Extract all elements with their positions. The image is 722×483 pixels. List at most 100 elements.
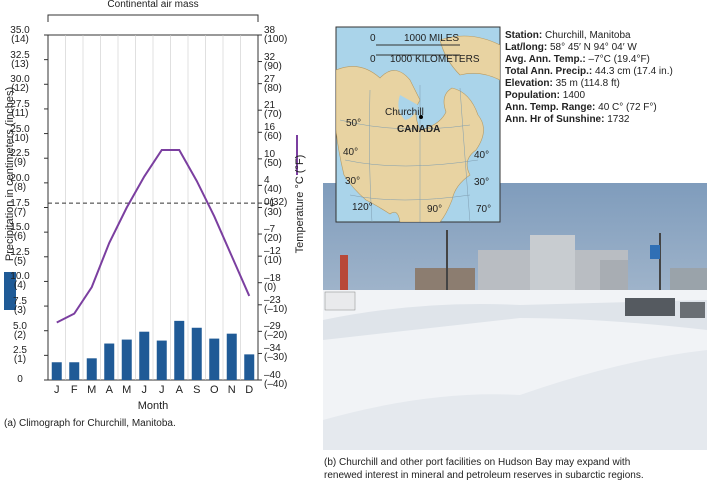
station-line: Ann. Temp. Range: 40 C° (72 F°) [505, 102, 657, 113]
y-tick-label: 15.0 (6) [10, 222, 30, 243]
y-tick-label: 25.0 (10) [10, 123, 30, 144]
station-value: 58° 45′ N 94° 04′ W [550, 42, 637, 53]
map-graticule-label: 40° [474, 150, 489, 161]
map-scale-km: 1000 KILOMETERS [390, 54, 480, 65]
x-tick-label: F [70, 384, 78, 396]
y-tick-label: 17.5 (7) [10, 197, 30, 218]
y-tick-label: 22.5 (9) [10, 148, 30, 169]
y-tick-label: 2.5 (1) [13, 345, 27, 366]
precip-bar [86, 358, 97, 380]
station-value: 44.3 cm (17.4 in.) [595, 66, 673, 77]
precip-key [4, 272, 16, 310]
x-tick-label: A [105, 384, 113, 396]
x-tick-label: M [122, 384, 132, 396]
station-line: Station: Churchill, Manitoba [505, 30, 631, 41]
y-tick-label: 12.5 (5) [10, 246, 30, 267]
x-tick-label: N [227, 384, 236, 396]
precip-bar [244, 354, 255, 380]
y2-tick-label: 27 (80) [264, 73, 282, 94]
caption: (a) Climograph for Churchill, Manitoba. [4, 418, 176, 429]
precip-bar [209, 338, 220, 380]
y2-axis-title: Temperature °C (°F) [294, 154, 306, 254]
station-line: Lat/long: 58° 45′ N 94° 04′ W [505, 42, 637, 53]
station-key: Station: [505, 30, 542, 41]
x-axis-title: Month [137, 400, 169, 412]
map-scale-zero: 0 [370, 33, 376, 44]
precip-bar [51, 362, 62, 380]
y2-tick-label: 10 (50) [264, 148, 282, 169]
station-value: 40 C° (72 F°) [598, 102, 657, 113]
precip-bar [191, 327, 202, 380]
station-line: Population: 1400 [505, 90, 585, 101]
x-tick-label: D [245, 384, 254, 396]
y-tick-label: 20.0 (8) [10, 172, 30, 193]
photo [323, 183, 707, 450]
x-tick-label: J [54, 384, 60, 396]
station-value: 1732 [607, 114, 630, 125]
map-country: CANADA [397, 124, 440, 135]
map-graticule-label: 50° [346, 118, 361, 129]
map-city: Churchill [385, 107, 424, 118]
station-value: 35 m (114.8 ft) [556, 78, 620, 89]
y2-tick-label: –29 (–20) [264, 321, 288, 342]
y-tick-label: 5.0 (2) [13, 320, 27, 341]
map [335, 26, 501, 223]
map-graticule-label: 70° [476, 204, 491, 215]
map-graticule-label: 90° [427, 204, 442, 215]
photo-caption: (b) Churchill and other port facilities … [324, 457, 630, 468]
precip-bar [121, 339, 132, 380]
map-scale-miles: 1000 MILES [404, 33, 459, 44]
precip-bar [226, 333, 237, 380]
x-tick-label: J [159, 384, 165, 396]
y-tick-label: 7.5 (3) [13, 296, 27, 317]
station-key: Ann. Temp. Range: [505, 102, 595, 113]
station-key: Population: [505, 90, 560, 101]
map-scale-zero: 0 [370, 54, 376, 65]
station-value: –7°C (19.4°F) [589, 54, 650, 65]
temperature-line [56, 149, 251, 324]
x-tick-label: M [87, 384, 97, 396]
y2-tick-label: –7 (20) [264, 224, 282, 245]
precip-bar [69, 362, 80, 380]
station-line: Total Ann. Precip.: 44.3 cm (17.4 in.) [505, 66, 673, 77]
station-line: Elevation: 35 m (114.8 ft) [505, 78, 620, 89]
map-graticule-label: 120° [352, 202, 373, 213]
y-tick-label: 32.5 (13) [10, 49, 30, 70]
precip-bar [104, 343, 115, 380]
y2-tick-label: –23 (–10) [264, 294, 288, 315]
precip-bar [174, 320, 185, 380]
station-line: Ann. Hr of Sunshine: 1732 [505, 114, 630, 125]
map-graticule-label: 30° [474, 177, 489, 188]
y-tick-label: 30.0 (12) [10, 74, 30, 95]
precip-bar [156, 340, 167, 380]
y2-tick-label: –12 (10) [264, 246, 282, 267]
y2-tick-label: 21 (70) [264, 100, 282, 121]
map-graticule-label: 40° [343, 147, 358, 158]
y2-tick-label: 16 (60) [264, 122, 282, 143]
x-tick-label: O [209, 384, 219, 396]
station-key: Total Ann. Precip.: [505, 66, 592, 77]
y2-tick-label: –18 (0) [264, 272, 281, 293]
y2-tick-label: 32 (90) [264, 51, 282, 72]
map-graticule-label: 30° [345, 176, 360, 187]
y-tick-label: 35.0 (14) [10, 25, 30, 45]
y2-tick-label: –1 (30) [264, 197, 282, 218]
x-tick-label: S [193, 384, 201, 396]
x-tick-label: A [175, 384, 183, 396]
station-value: Churchill, Manitoba [545, 30, 631, 41]
y2-tick-label: 38 (100) [264, 25, 288, 45]
station-key: Avg. Ann. Temp.: [505, 54, 586, 65]
station-key: Lat/long: [505, 42, 547, 53]
y-tick-label: 27.5 (11) [10, 98, 30, 119]
station-value: 1400 [563, 90, 586, 101]
annotation: Continental air mass [107, 0, 199, 10]
x-tick-label: J [141, 384, 148, 396]
air-mass-bracket [47, 14, 259, 22]
y2-tick-label: –40 (–40) [264, 370, 288, 390]
station-line: Avg. Ann. Temp.: –7°C (19.4°F) [505, 54, 650, 65]
y-tick-label: 0 [17, 374, 23, 385]
y2-tick-label: 4 (40) [264, 175, 282, 196]
y2-tick-label: 0(32) [264, 197, 288, 209]
